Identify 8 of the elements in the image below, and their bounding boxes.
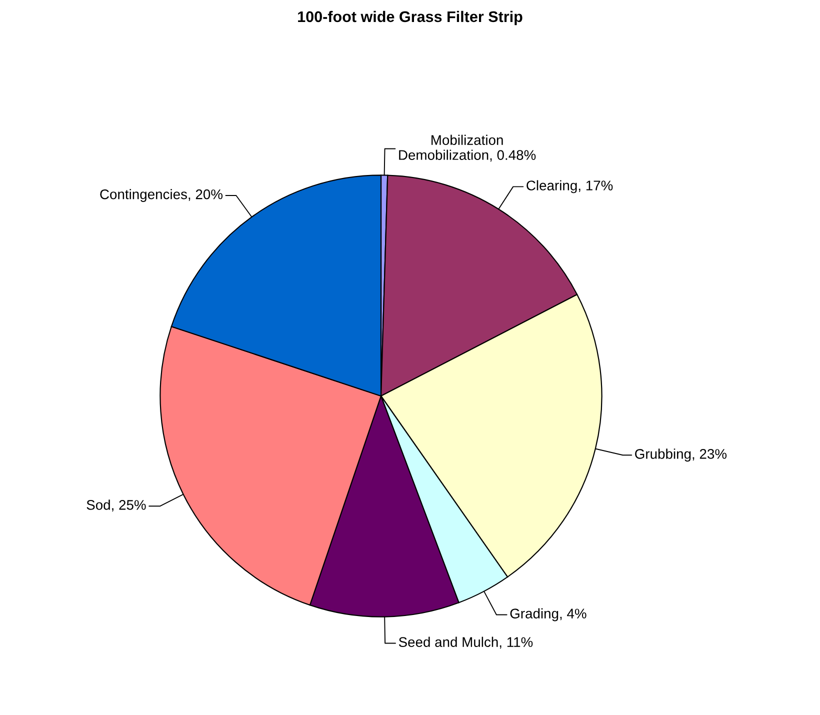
slice-label: Seed and Mulch, 11% xyxy=(398,636,533,649)
chart-title: 100-foot wide Grass Filter Strip xyxy=(298,10,522,26)
slice-label: Grading, 4% xyxy=(510,608,586,622)
slice-label: Grubbing, 23% xyxy=(635,448,727,462)
slice-label: Contingencies, 20% xyxy=(100,189,223,202)
slice-label: Sod, 25% xyxy=(86,500,146,512)
slice-label: Mobilization Demobilization, 0.48% xyxy=(399,134,536,162)
slice-label: Clearing, 17% xyxy=(526,180,613,194)
